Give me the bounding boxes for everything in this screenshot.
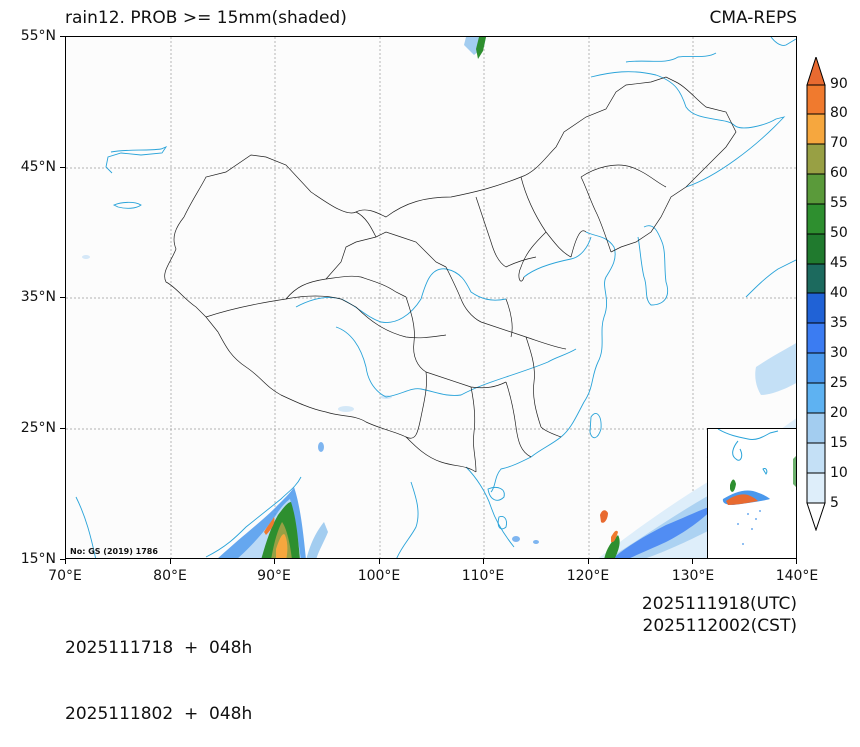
init-time-utc: 2025111718 + 048h <box>65 638 253 658</box>
y-tick-45n: 45°N <box>20 159 56 175</box>
y-tick-mark <box>60 167 65 168</box>
init-time-cst: 2025111802 + 048h <box>65 704 253 724</box>
colorbar-label-80: 80 <box>830 105 848 121</box>
precip-shading-north <box>464 37 486 59</box>
colorbar-label-70: 70 <box>830 135 848 151</box>
colorbar-label-10: 10 <box>830 465 848 481</box>
x-tick-mark <box>379 559 380 564</box>
x-tick-70e: 70°E <box>48 568 82 584</box>
x-tick-mark <box>588 559 589 564</box>
y-tick-35n: 35°N <box>20 289 56 305</box>
x-tick-130e: 130°E <box>671 568 715 584</box>
map-canvas <box>66 37 796 558</box>
province-borders <box>164 76 737 473</box>
colorbar-label-20: 20 <box>830 405 848 421</box>
gridlines <box>66 37 796 558</box>
south-china-sea-inset <box>707 428 797 559</box>
precip-shading-bay-of-bengal <box>218 487 328 558</box>
title-left: rain12. PROB >= 15mm(shaded) <box>65 8 347 28</box>
init-time-block: 2025111718 + 048h 2025111802 + 048h <box>65 593 252 747</box>
colorbar-lower-extend-triangle <box>806 502 826 531</box>
y-tick-25n: 25°N <box>20 420 56 436</box>
valid-time-cst: 2025112002(CST) <box>642 616 797 636</box>
y-tick-55n: 55°N <box>20 28 56 44</box>
y-tick-mark <box>60 36 65 37</box>
map-approval-number: No: GS (2019) 1786 <box>70 547 158 556</box>
x-tick-120e: 120°E <box>566 568 610 584</box>
inset-map-canvas <box>717 429 796 545</box>
x-tick-mark <box>483 559 484 564</box>
x-tick-mark <box>274 559 275 564</box>
colorbar-label-55: 55 <box>830 195 848 211</box>
colorbar-label-15: 15 <box>830 435 848 451</box>
y-tick-mark <box>60 559 65 560</box>
x-tick-100e: 100°E <box>357 568 401 584</box>
colorbar-label-45: 45 <box>830 255 848 271</box>
x-tick-mark <box>65 559 66 564</box>
valid-time-block: 2025111918(UTC) 2025112002(CST) <box>642 593 797 637</box>
colorbar-label-5: 5 <box>830 495 839 511</box>
x-tick-110e: 110°E <box>461 568 505 584</box>
colorbar-label-25: 25 <box>830 375 848 391</box>
colorbar-label-50: 50 <box>830 225 848 241</box>
x-tick-80e: 80°E <box>153 568 187 584</box>
x-tick-mark <box>796 559 797 564</box>
colorbar-upper-extend-triangle <box>806 57 826 86</box>
colorbar-label-35: 35 <box>830 315 848 331</box>
map-plot-area: No: GS (2019) 1786 <box>65 36 797 559</box>
colorbar-label-60: 60 <box>830 165 848 181</box>
coastlines-rivers <box>75 37 796 558</box>
x-tick-mark <box>170 559 171 564</box>
title-right: CMA-REPS <box>709 8 797 28</box>
y-tick-mark <box>60 297 65 298</box>
valid-time-utc: 2025111918(UTC) <box>641 594 797 614</box>
x-tick-mark <box>692 559 693 564</box>
x-tick-140e: 140°E <box>775 568 819 584</box>
colorbar-label-40: 40 <box>830 285 848 301</box>
colorbar-label-90: 90 <box>830 76 848 92</box>
colorbar-label-30: 30 <box>830 345 848 361</box>
x-tick-90e: 90°E <box>257 568 291 584</box>
y-tick-mark <box>60 428 65 429</box>
y-tick-15n: 15°N <box>20 551 56 567</box>
colorbar <box>806 57 826 531</box>
